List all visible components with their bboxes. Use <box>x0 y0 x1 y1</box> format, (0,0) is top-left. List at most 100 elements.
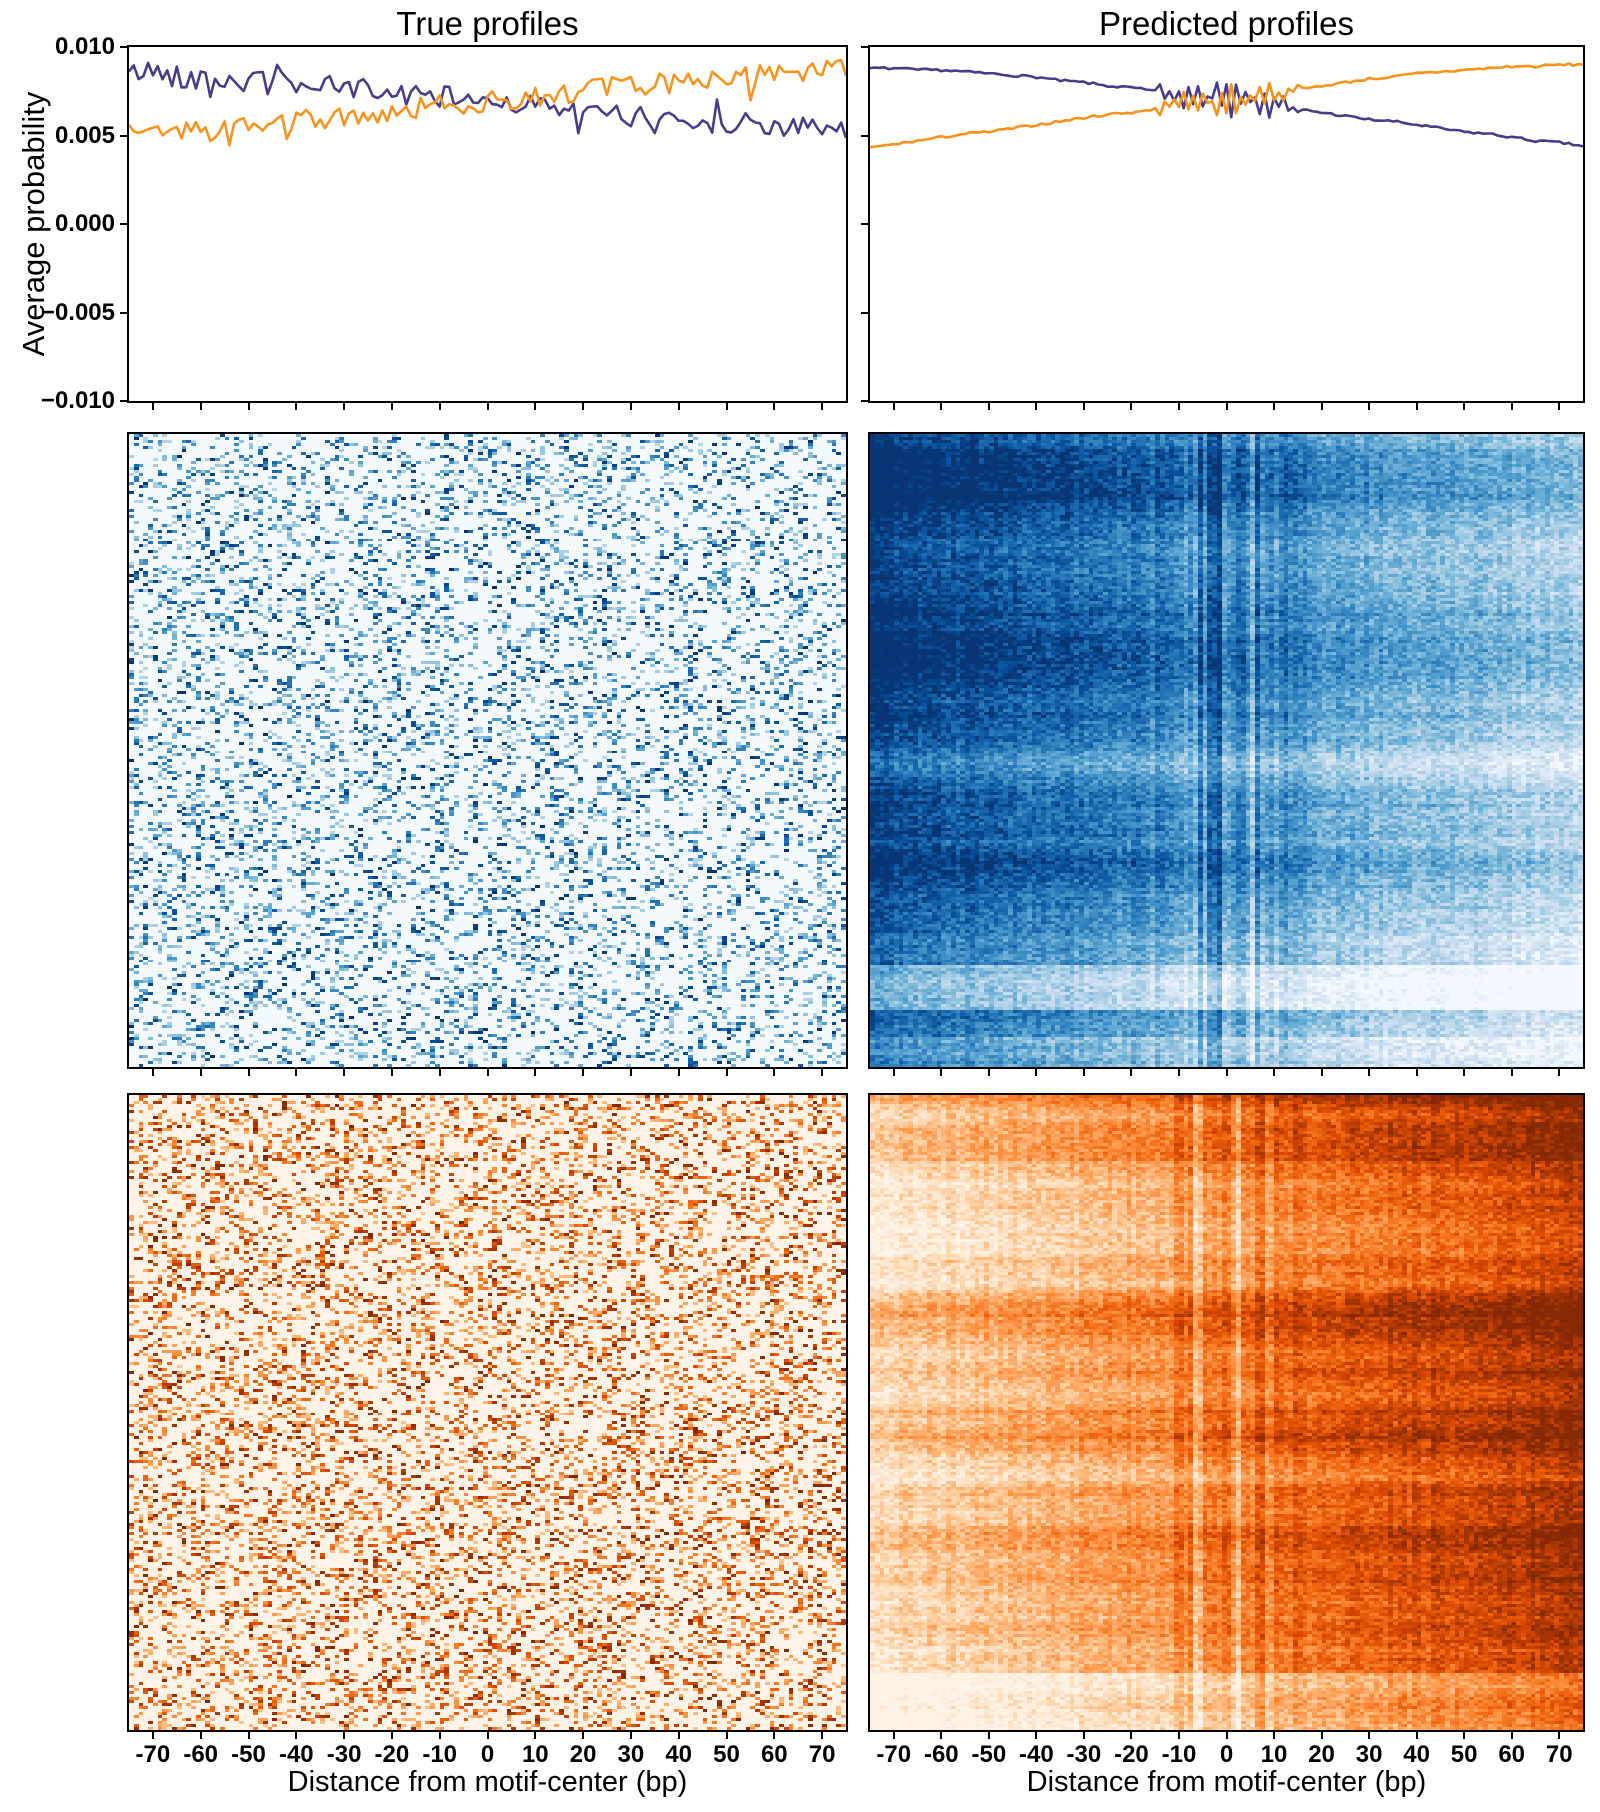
x-tick <box>1510 403 1513 410</box>
x-tick <box>1035 1069 1038 1076</box>
y-tick <box>120 46 127 48</box>
x-tick-label: 0 <box>1219 1741 1234 1768</box>
x-tick <box>629 1732 632 1739</box>
y-tick <box>861 46 868 48</box>
x-tick <box>821 1069 824 1076</box>
x-tick <box>199 1732 202 1739</box>
x-tick <box>1177 1069 1180 1076</box>
x-tick-label: -30 <box>1066 1741 1102 1768</box>
x-tick <box>773 1069 776 1076</box>
y-tick-label: 0.005 <box>54 121 115 149</box>
x-tick <box>892 403 895 410</box>
x-tick-label: -40 <box>1019 1741 1054 1768</box>
x-tick <box>773 403 776 410</box>
x-tick <box>1558 1732 1561 1739</box>
x-tick <box>247 1069 250 1076</box>
x-tick <box>987 1069 990 1076</box>
y-tick-label: 0.000 <box>54 210 115 237</box>
x-tick <box>534 403 537 410</box>
x-tick-label: -40 <box>278 1741 314 1768</box>
x-tick <box>1225 403 1228 410</box>
x-tick <box>1082 403 1085 410</box>
panel-true-blue-heatmap <box>127 432 848 1069</box>
x-tick-label: 40 <box>1403 1741 1430 1768</box>
x-tick <box>1558 1069 1561 1076</box>
x-tick-label: 30 <box>1355 1741 1383 1768</box>
x-tick <box>773 1732 776 1739</box>
x-tick <box>247 403 250 410</box>
y-tick <box>861 400 868 402</box>
x-tick <box>390 403 393 410</box>
y-tick-label: −0.010 <box>40 387 115 414</box>
x-tick <box>1035 403 1038 410</box>
x-tick <box>1510 1732 1513 1739</box>
x-tick <box>1320 1732 1323 1739</box>
x-tick <box>1415 403 1418 410</box>
x-tick <box>1415 1732 1418 1739</box>
x-tick-label: -10 <box>1161 1741 1197 1768</box>
x-tick <box>438 403 441 410</box>
x-tick-label: 70 <box>1545 1741 1573 1768</box>
y-tick-label: −0.005 <box>40 298 115 326</box>
x-tick <box>940 403 943 410</box>
panel-pred-orange-heatmap <box>868 1093 1585 1732</box>
x-tick <box>821 403 824 410</box>
x-tick <box>582 1732 585 1739</box>
x-tick <box>1035 1732 1038 1739</box>
panel-true-orange-heatmap <box>127 1093 848 1732</box>
x-tick <box>247 1732 250 1739</box>
x-tick <box>151 1732 154 1739</box>
panel-true-line <box>127 45 848 403</box>
x-tick <box>1463 1069 1466 1076</box>
x-tick <box>940 1732 943 1739</box>
x-tick-label: -60 <box>923 1741 959 1768</box>
x-tick <box>1130 1069 1133 1076</box>
x-tick-label: -50 <box>971 1741 1007 1768</box>
x-tick <box>1130 1732 1133 1739</box>
x-tick <box>438 1732 441 1739</box>
x-tick <box>1320 1069 1323 1076</box>
x-tick-label: 70 <box>808 1741 836 1768</box>
y-tick <box>861 223 868 225</box>
x-tick <box>821 1732 824 1739</box>
y-tick <box>120 223 127 225</box>
x-tick <box>1463 1732 1466 1739</box>
x-tick-label: 20 <box>569 1741 597 1768</box>
x-tick <box>1510 1069 1513 1076</box>
x-tick <box>295 403 298 410</box>
x-tick <box>1177 403 1180 410</box>
y-tick <box>120 400 127 402</box>
pred-blue-canvas <box>870 434 1583 1067</box>
x-tick-label: -20 <box>1114 1741 1149 1768</box>
x-tick-label: -20 <box>374 1741 410 1768</box>
x-tick-label: 60 <box>760 1741 788 1768</box>
x-tick <box>295 1732 298 1739</box>
x-tick <box>629 403 632 410</box>
x-tick-label: 40 <box>665 1741 693 1768</box>
x-tick-label: 30 <box>617 1741 645 1768</box>
column-title-predicted: Predicted profiles <box>1099 5 1354 42</box>
x-tick <box>534 1732 537 1739</box>
x-tick-label: -70 <box>876 1741 912 1768</box>
x-tick <box>199 1069 202 1076</box>
x-tick <box>1273 403 1276 410</box>
x-tick-label: 50 <box>713 1741 740 1768</box>
x-tick <box>486 1732 489 1739</box>
x-tick <box>390 1069 393 1076</box>
true-line-canvas <box>129 47 846 401</box>
x-tick <box>1463 403 1466 410</box>
y-tick <box>861 134 868 137</box>
x-tick <box>1130 403 1133 410</box>
x-tick <box>1273 1732 1276 1739</box>
x-tick <box>1082 1732 1085 1739</box>
x-tick <box>151 403 154 410</box>
x-tick <box>343 403 346 410</box>
x-tick <box>1273 1069 1276 1076</box>
x-tick <box>677 1732 680 1739</box>
x-tick-label: 10 <box>1260 1741 1288 1768</box>
column-title-true: True profiles <box>396 5 579 42</box>
x-tick <box>151 1069 154 1076</box>
x-tick <box>629 1069 632 1076</box>
x-axis-label-right: Distance from motif-center (bp) <box>1026 1766 1427 1798</box>
